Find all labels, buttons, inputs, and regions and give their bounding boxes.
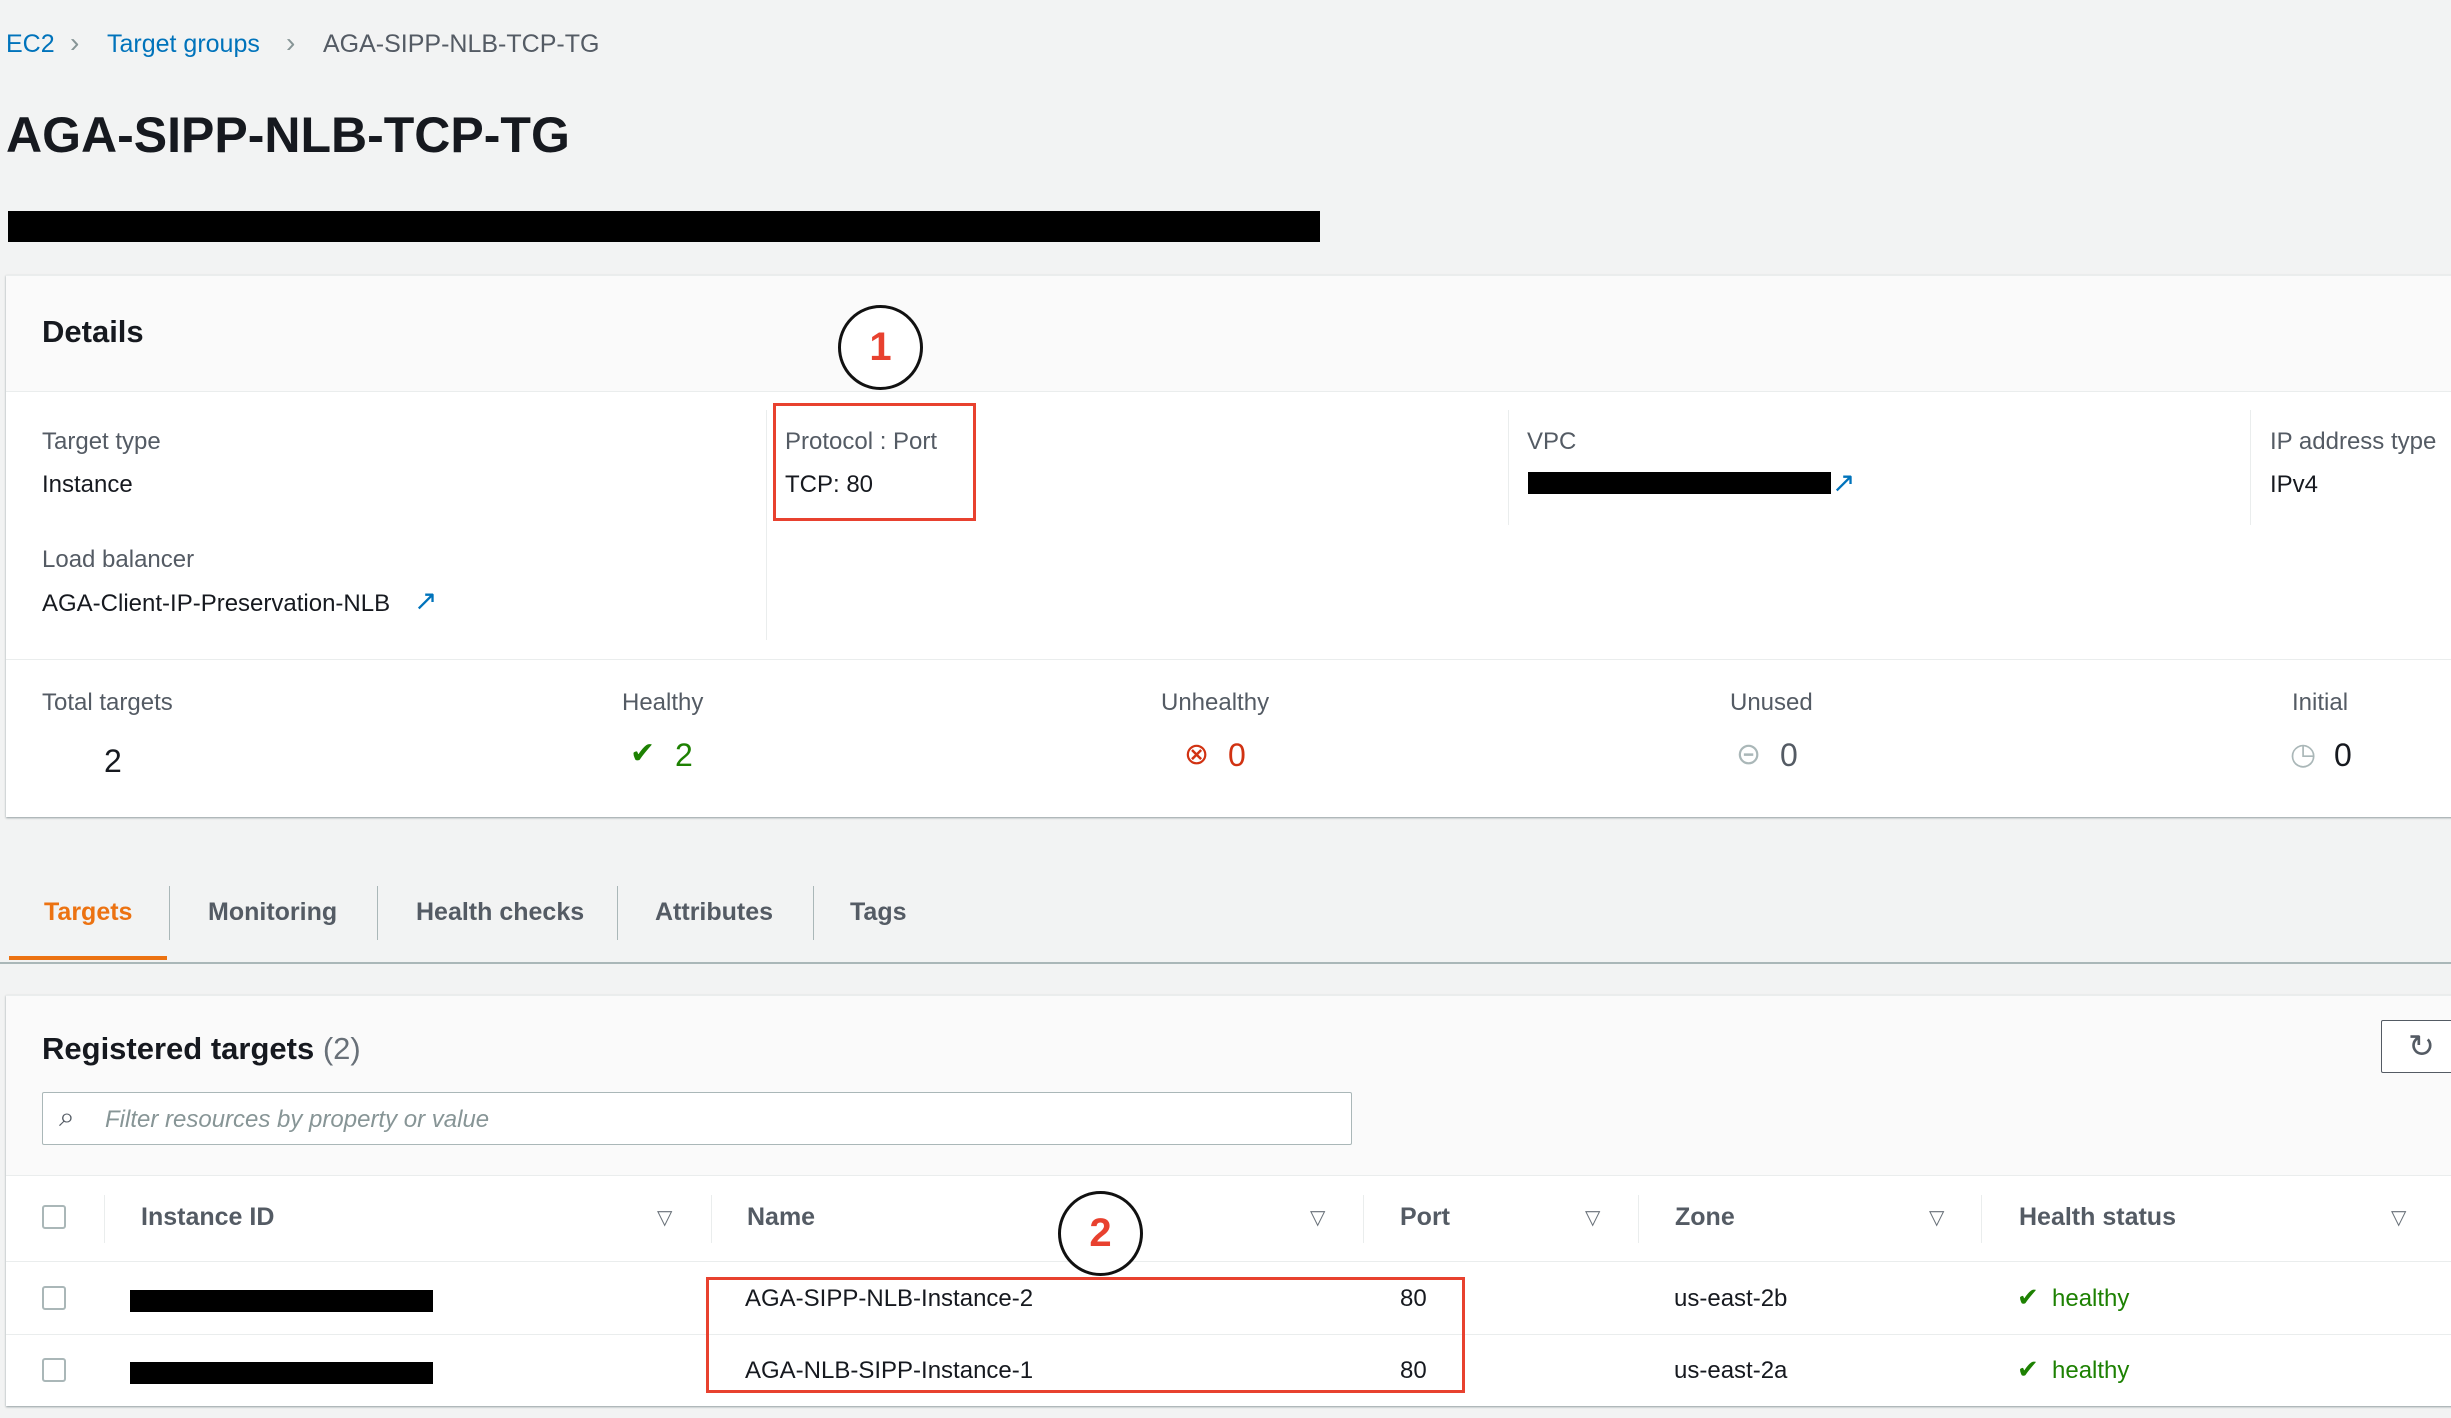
- redacted-instance-id: [130, 1362, 433, 1384]
- breadcrumb-target-groups[interactable]: Target groups: [107, 30, 260, 58]
- tab-attributes[interactable]: Attributes: [655, 898, 774, 926]
- column-port[interactable]: Port: [1400, 1203, 1450, 1231]
- registered-targets-title-text: Registered targets: [42, 1031, 315, 1066]
- row-port: 80: [1400, 1357, 1427, 1384]
- row-name: AGA-NLB-SIPP-Instance-1: [745, 1357, 1034, 1384]
- protocol-port-value: TCP: 80: [785, 471, 874, 498]
- x-circle-icon: ⊗: [1184, 738, 1210, 771]
- total-targets-label: Total targets: [42, 689, 173, 716]
- filter-icon[interactable]: ▽: [1585, 1207, 1601, 1229]
- search-icon: ⌕: [59, 1101, 75, 1132]
- row-port: 80: [1400, 1285, 1427, 1312]
- healthy-label: Healthy: [622, 689, 704, 716]
- load-balancer-label: Load balancer: [42, 546, 195, 573]
- total-targets-value: 2: [104, 743, 122, 779]
- filter-icon[interactable]: ▽: [657, 1207, 673, 1229]
- initial-value: 0: [2334, 737, 2352, 773]
- tab-health-checks[interactable]: Health checks: [416, 898, 585, 926]
- row-zone: us-east-2a: [1674, 1357, 1788, 1384]
- filter-icon[interactable]: ▽: [1310, 1207, 1326, 1229]
- row-health: healthy: [2052, 1285, 2130, 1312]
- chevron-right-icon: ›: [70, 27, 80, 58]
- tab-targets[interactable]: Targets: [44, 898, 133, 926]
- registered-targets-panel: [6, 995, 2451, 1406]
- registered-targets-title: Registered targets (2): [42, 1031, 361, 1067]
- check-circle-icon: ✔︎: [630, 737, 656, 770]
- unused-value: 0: [1780, 737, 1798, 773]
- row-name: AGA-SIPP-NLB-Instance-2: [745, 1285, 1034, 1312]
- active-tab-indicator: [9, 956, 167, 960]
- check-circle-icon: ✔︎: [2017, 1354, 2039, 1384]
- check-circle-icon: ✔︎: [2017, 1282, 2039, 1312]
- details-header: [6, 276, 2451, 392]
- details-panel: [6, 275, 2451, 817]
- redacted-vpc: [1528, 472, 1831, 494]
- row-zone: us-east-2b: [1674, 1285, 1788, 1312]
- page-title: AGA-SIPP-NLB-TCP-TG: [6, 107, 570, 163]
- clock-icon: ◷: [2290, 738, 2317, 771]
- healthy-value: 2: [675, 737, 693, 773]
- tab-tags[interactable]: Tags: [850, 898, 907, 926]
- target-type-label: Target type: [42, 428, 161, 455]
- breadcrumb-current: AGA-SIPP-NLB-TCP-TG: [323, 30, 600, 58]
- redacted-bar: [8, 211, 1320, 242]
- column-instance-id[interactable]: Instance ID: [141, 1203, 275, 1231]
- ip-address-type-label: IP address type: [2270, 428, 2437, 455]
- vpc-label: VPC: [1527, 428, 1577, 455]
- refresh-icon: ↻: [2408, 1028, 2435, 1064]
- annotation-box-2: [706, 1277, 1465, 1393]
- column-name[interactable]: Name: [747, 1203, 816, 1231]
- registered-targets-count: (2): [322, 1031, 361, 1066]
- annotation-circle-2: 2: [1058, 1191, 1143, 1276]
- filter-icon[interactable]: ▽: [2391, 1207, 2407, 1229]
- row-health: healthy: [2052, 1357, 2130, 1384]
- row-checkbox[interactable]: [42, 1286, 66, 1310]
- unhealthy-value: 0: [1228, 737, 1246, 773]
- redacted-instance-id: [130, 1290, 433, 1312]
- ip-address-type-value: IPv4: [2270, 471, 2319, 498]
- column-zone[interactable]: Zone: [1675, 1203, 1735, 1231]
- target-type-value: Instance: [42, 471, 133, 498]
- ellipsis-circle-icon: ⊝: [1736, 738, 1762, 771]
- filter-icon[interactable]: ▽: [1929, 1207, 1945, 1229]
- unhealthy-label: Unhealthy: [1161, 689, 1270, 716]
- refresh-button[interactable]: ↻: [2381, 1020, 2451, 1073]
- unused-label: Unused: [1730, 689, 1813, 716]
- search-input[interactable]: ⌕ Filter resources by property or value: [42, 1092, 1352, 1145]
- external-link-icon[interactable]: ↗: [1832, 467, 1856, 498]
- annotation-circle-1: 1: [838, 305, 923, 390]
- breadcrumb-ec2[interactable]: EC2: [6, 30, 55, 58]
- tab-monitoring[interactable]: Monitoring: [208, 898, 338, 926]
- column-health-status[interactable]: Health status: [2019, 1203, 2176, 1231]
- load-balancer-link[interactable]: AGA-Client-IP-Preservation-NLB: [42, 590, 391, 617]
- initial-label: Initial: [2292, 689, 2349, 716]
- protocol-port-label: Protocol : Port: [785, 428, 938, 455]
- annotation-box-1: [773, 403, 976, 521]
- external-link-icon[interactable]: ↗: [414, 585, 438, 616]
- search-placeholder: Filter resources by property or value: [105, 1106, 490, 1133]
- chevron-right-icon: ›: [286, 27, 296, 58]
- select-all-checkbox[interactable]: [42, 1205, 66, 1229]
- tab-bar-border: [0, 962, 2451, 964]
- row-checkbox[interactable]: [42, 1358, 66, 1382]
- details-heading: Details: [42, 314, 144, 349]
